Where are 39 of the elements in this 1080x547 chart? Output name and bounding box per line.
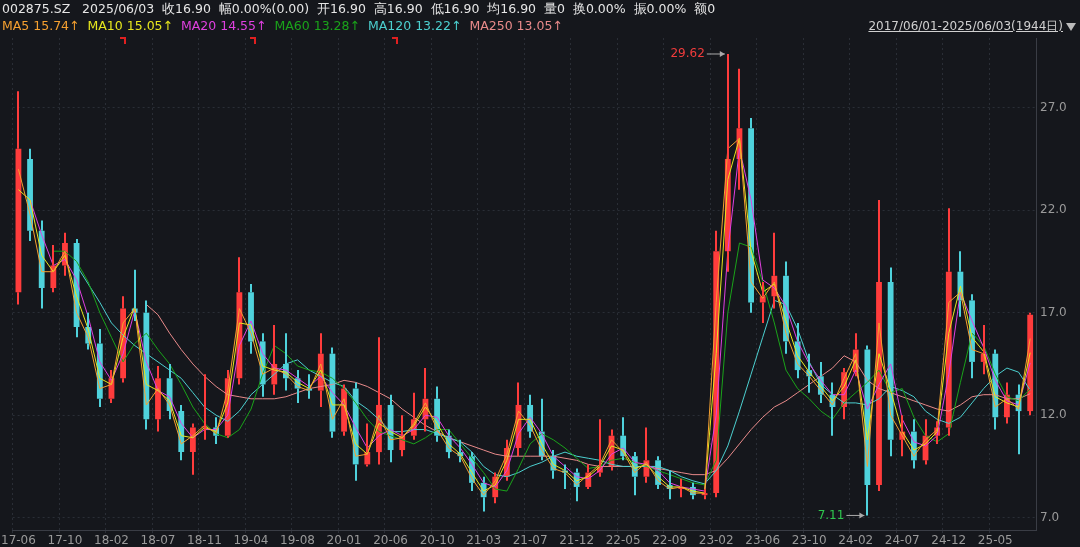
x-tick-label: 20-01	[326, 533, 362, 547]
x-tick-label: 17-06	[1, 533, 36, 547]
x-tick-label: 25-05	[977, 533, 1013, 547]
x-tick-label: 21-03	[466, 533, 502, 547]
x-tick-label: 22-05	[605, 533, 641, 547]
x-tick-label: 24-02	[838, 533, 874, 547]
chart-title: 002875.SZ	[2, 1, 71, 16]
x-tick-label: 23-02	[698, 533, 734, 547]
x-tick-label: 23-10	[791, 533, 827, 547]
y-tick-label: 27.0	[1040, 99, 1067, 114]
x-tick-label: 19-08	[280, 533, 315, 547]
text: MA120 13.22↑	[367, 18, 462, 33]
text: 2017/06/01-2025/06/03(1944日)	[868, 19, 1063, 33]
x-tick-label: 20-06	[373, 533, 409, 547]
x-tick-label: 18-11	[187, 533, 222, 547]
chart-subtitle: 2025/06/03 收16.90 幅0.00%(0.00) 开16.90 高16.90 低16.90 均16.90 量0 换0.00% 振0.00% 额0	[81, 1, 716, 16]
x-tick-label: 24-07	[884, 533, 920, 547]
x-tick-label: 18-07	[140, 533, 176, 547]
text: MA5 15.74↑	[2, 18, 80, 33]
candlestick	[155, 365, 161, 433]
text: MA250 13.05↑	[469, 18, 563, 33]
x-tick-label: 17-10	[47, 533, 83, 547]
y-tick-label: 17.0	[1040, 304, 1067, 319]
x-tick-label: 22-09	[652, 533, 688, 547]
text: MA20 14.55↑	[181, 18, 267, 33]
x-tick-label: 19-04	[233, 533, 269, 547]
x-tick-label: 23-06	[745, 533, 781, 547]
x-tick-label: 20-10	[419, 533, 455, 547]
text: MA10 15.05↑	[87, 18, 174, 33]
x-tick-label: 24-12	[931, 533, 967, 547]
y-tick-label: 7.0	[1040, 509, 1060, 524]
annotation: 29.62	[670, 46, 705, 61]
y-tick-label: 22.0	[1040, 202, 1067, 217]
text: MA60 13.28↑	[274, 18, 360, 33]
x-tick-label: 18-02	[94, 533, 129, 547]
x-tick-label: 21-07	[512, 533, 548, 547]
x-tick-label: 21-12	[559, 533, 595, 547]
y-tick-label: 12.0	[1040, 407, 1067, 422]
annotation: 7.11	[817, 507, 845, 522]
